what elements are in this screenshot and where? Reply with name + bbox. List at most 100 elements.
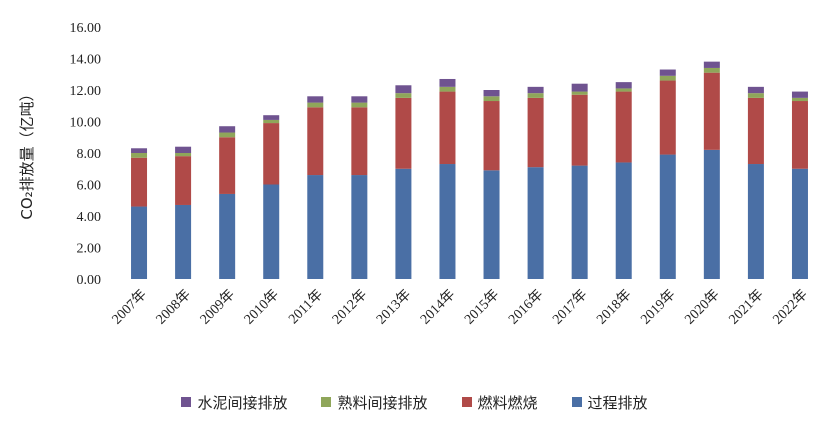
legend-swatch [461,397,472,407]
bar-segment-1 [527,167,544,279]
bar-segment-3 [615,88,632,92]
bar-segment-1 [219,193,236,279]
x-tick-label: 2014年 [417,287,458,328]
bar-segment-4 [351,96,368,103]
bar-segment-1 [615,162,632,279]
bar-segment-4 [439,78,456,87]
bar-segment-1 [395,168,412,279]
x-tick-label: 2019年 [638,287,679,328]
bar-segment-1 [439,164,456,279]
x-tick-label: 2007年 [109,287,150,328]
bar-segment-3 [351,102,368,108]
bar-segment-3 [703,67,720,73]
x-tick-label: 2018年 [594,287,635,328]
y-tick-label: 12.00 [70,84,102,99]
x-tick-label: 2008年 [153,287,194,328]
bar-segment-4 [219,126,236,133]
bar-segment-2 [747,97,764,165]
y-tick-label: 10.00 [70,116,102,131]
y-tick-label: 2.00 [77,242,102,257]
bar-segment-4 [263,115,280,120]
bar-segment-2 [307,107,324,176]
x-tick-label: 2021年 [726,287,767,328]
bar-segment-3 [263,119,280,124]
bar-segment-1 [747,164,764,279]
bar-segment-3 [395,93,412,98]
bar-segment-4 [703,61,720,68]
bar-segment-2 [527,97,544,168]
x-tick-label: 2022年 [770,287,811,328]
y-tick-label: 4.00 [77,210,102,225]
x-tick-label: 2013年 [373,287,414,328]
legend-swatch [181,397,192,407]
bar-segment-3 [747,93,764,98]
bar-segment-2 [791,101,808,169]
y-tick-label: 0.00 [77,273,102,288]
legend-swatch [321,397,332,407]
bar-segment-3 [483,96,500,102]
bar-segment-1 [131,206,148,279]
bar-segment-4 [615,82,632,89]
bar-segment-4 [483,90,500,97]
x-tick-label: 2012年 [329,287,370,328]
bar-segment-2 [615,91,632,163]
bar-segment-1 [791,168,808,279]
bar-segment-1 [483,170,500,279]
x-tick-label: 2011年 [285,287,326,328]
x-tick-label: 2020年 [682,287,723,328]
y-tick-label: 16.00 [70,21,102,36]
bar-segment-1 [351,175,368,279]
bar-segment-3 [175,153,192,157]
legend-label: 燃料燃烧 [477,393,538,412]
legend-item: 熟料间接排放 [321,392,428,413]
bar-segment-4 [527,86,544,94]
bar-segment-2 [483,101,500,171]
bar-segment-1 [571,165,588,279]
x-tick-label: 2009年 [197,287,238,328]
legend-label: 过程排放 [587,393,648,412]
bar-segment-4 [395,85,412,94]
bar-segment-4 [791,91,808,98]
legend: 水泥间接排放 熟料间接排放 燃料燃烧 过程排放 [0,390,829,414]
bar-segment-4 [571,83,588,92]
bar-segment-2 [395,97,412,169]
x-tick-label: 2010年 [241,287,282,328]
legend-label: 水泥间接排放 [197,393,288,412]
bar-segment-2 [659,80,676,155]
bar-segment-3 [131,153,148,158]
y-tick-label: 14.00 [70,53,102,68]
legend-swatch [571,397,582,407]
bar-segment-1 [175,204,192,279]
bar-segment-4 [175,146,192,153]
bar-segment-1 [659,154,676,279]
bar-segment-3 [307,102,324,108]
legend-item: 燃料燃烧 [461,392,538,413]
bar-segment-3 [659,75,676,81]
bar-segment-4 [659,69,676,76]
bar-segment-4 [307,96,324,103]
bar-segment-2 [703,72,720,150]
y-axis-title: CO₂排放量（亿吨） [18,86,36,219]
bar-segment-2 [439,91,456,165]
bar-segment-3 [439,86,456,92]
legend-item: 过程排放 [571,392,648,413]
bar-segment-3 [219,132,236,138]
x-tick-label: 2017年 [549,287,590,328]
legend-label: 熟料间接排放 [337,393,428,412]
bar-segment-2 [263,123,280,185]
bar-segment-1 [307,175,324,279]
bar-segment-2 [219,137,236,194]
y-tick-label: 6.00 [77,179,102,194]
bar-segment-2 [175,156,192,205]
bar-segment-4 [131,148,148,153]
bar-segment-4 [747,86,764,94]
bar-segment-2 [351,107,368,176]
bar-segment-2 [131,157,148,207]
y-tick-label: 8.00 [77,147,102,162]
bar-segment-2 [571,94,588,166]
bar-segment-1 [703,149,720,279]
x-tick-label: 2015年 [461,287,502,328]
bar-segment-3 [527,93,544,98]
x-tick-label: 2016年 [505,287,546,328]
